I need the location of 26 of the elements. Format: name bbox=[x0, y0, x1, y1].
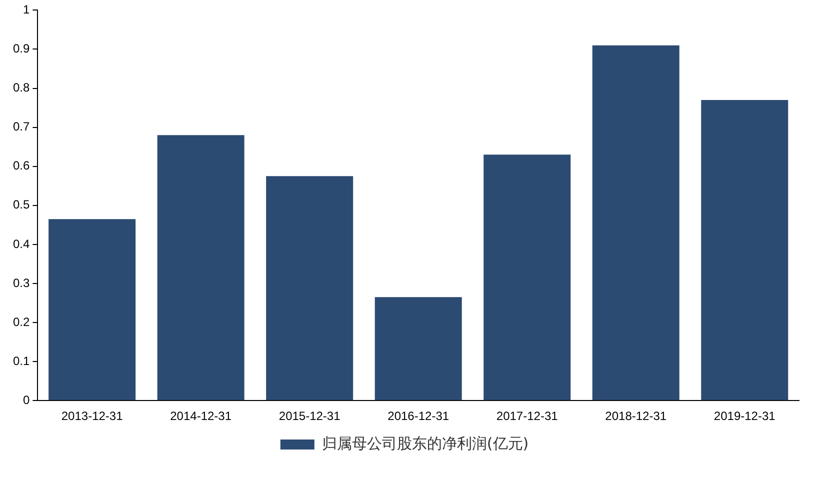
y-tick-label: 0 bbox=[22, 392, 30, 407]
bar bbox=[484, 154, 571, 400]
x-tick-label: 2018-12-31 bbox=[605, 409, 667, 424]
y-tick-label: 0.9 bbox=[12, 42, 30, 56]
x-tick-label: 2016-12-31 bbox=[388, 409, 450, 424]
bar bbox=[592, 45, 680, 400]
y-tick-label: 1 bbox=[22, 2, 30, 17]
x-tick-label: 2017-12-31 bbox=[496, 409, 558, 424]
y-tick-label: 0.5 bbox=[12, 198, 30, 212]
y-tick-label: 0.6 bbox=[12, 158, 30, 173]
y-tick-label: 0.2 bbox=[12, 314, 30, 329]
bar bbox=[374, 297, 462, 400]
x-tick-label: 2019-12-31 bbox=[714, 409, 776, 424]
y-tick-label: 0.8 bbox=[12, 80, 30, 95]
legend-label: 归属母公司股东的净利润(亿元) bbox=[322, 434, 529, 452]
bar bbox=[266, 176, 354, 400]
y-tick-label: 0.3 bbox=[12, 276, 30, 290]
bar bbox=[48, 219, 136, 400]
x-tick-label: 2013-12-31 bbox=[61, 409, 124, 424]
bar bbox=[157, 135, 244, 400]
x-tick-label: 2014-12-31 bbox=[170, 409, 232, 424]
y-tick-label: 0.1 bbox=[12, 354, 30, 368]
y-tick-label: 0.7 bbox=[12, 120, 30, 134]
x-tick-label: 2015-12-31 bbox=[278, 409, 341, 424]
y-tick-label: 0.4 bbox=[12, 236, 30, 251]
bar bbox=[701, 100, 788, 400]
